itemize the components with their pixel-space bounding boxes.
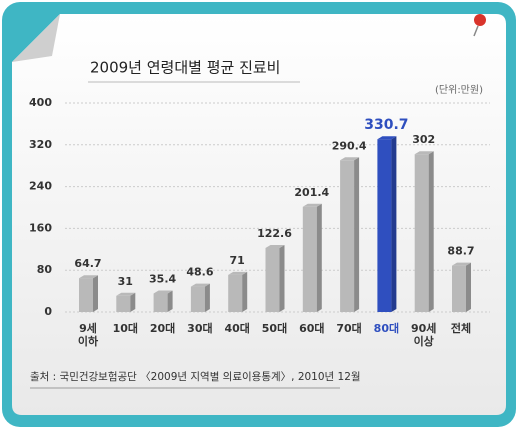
bar-face — [452, 265, 466, 312]
y-tick-label: 320 — [29, 138, 52, 151]
bar-face — [428, 151, 434, 312]
bar — [414, 151, 434, 312]
bar — [452, 262, 471, 312]
bar — [302, 203, 322, 312]
bar-face — [190, 286, 205, 312]
value-label: 201.4 — [294, 186, 329, 199]
bar-face — [153, 290, 173, 294]
y-tick-label: 240 — [29, 180, 52, 193]
value-label: 64.7 — [74, 257, 101, 270]
bar — [79, 275, 98, 312]
y-tick-label: 80 — [37, 263, 53, 276]
bar-face — [340, 160, 355, 312]
x-tick-label: 30대 — [187, 322, 213, 335]
x-tick-label: 10대 — [112, 322, 139, 335]
source: 출처 : 국민건강보험공단 〈2009년 지역별 의료이용통계〉, 2010년 … — [30, 371, 361, 383]
bar-face — [391, 136, 397, 312]
bar-face — [414, 154, 429, 312]
bar-face — [79, 275, 98, 279]
value-label: 48.6 — [186, 266, 213, 279]
x-tick-label: 70대 — [336, 322, 362, 335]
bar-face — [190, 283, 210, 287]
bar-face — [414, 151, 434, 155]
bar-face — [340, 157, 360, 161]
bar-face — [466, 262, 471, 312]
y-tick-label: 160 — [29, 221, 52, 234]
bar-face — [302, 203, 322, 207]
bar-face — [116, 295, 131, 312]
bar — [153, 290, 173, 312]
bar-face — [279, 244, 285, 312]
bar-face — [354, 157, 360, 312]
bar-face — [265, 244, 285, 248]
value-label: 290.4 — [332, 139, 367, 152]
value-label: 71 — [230, 254, 245, 267]
pin — [474, 14, 486, 26]
value-label: 302 — [412, 133, 435, 146]
fold — [12, 14, 60, 62]
bar-face — [228, 274, 243, 312]
bar-face — [130, 292, 136, 312]
bar-face — [228, 271, 248, 275]
x-tick-label: 80대 — [373, 322, 400, 335]
bar — [116, 292, 136, 312]
x-tick-label: 9세 이하 — [77, 322, 99, 348]
bar — [228, 271, 248, 312]
x-tick-label: 50대 — [261, 322, 288, 335]
chart-title: 2009년 연령대별 평균 진료비 — [90, 59, 280, 77]
bar-face — [302, 206, 317, 312]
bar — [265, 244, 285, 312]
bar-face — [153, 293, 168, 312]
unit-label: (단위:만원) — [435, 83, 483, 96]
card — [12, 14, 506, 415]
pin-needle — [473, 25, 479, 37]
value-label: 35.4 — [149, 273, 176, 286]
bar-face — [377, 139, 392, 312]
bar-face — [242, 271, 248, 312]
x-tick-label: 90세 이상 — [410, 322, 437, 348]
bar-face — [452, 262, 471, 266]
bar — [340, 157, 360, 312]
value-label: 31 — [118, 275, 133, 288]
bar — [190, 283, 210, 312]
bar-face — [79, 278, 93, 312]
bar-face — [167, 290, 173, 312]
y-tick-label: 0 — [44, 305, 52, 318]
x-tick-label: 60대 — [299, 322, 325, 335]
bar-face — [93, 275, 98, 312]
bar — [377, 136, 397, 312]
value-label: 88.7 — [447, 245, 474, 258]
y-tick-label: 400 — [29, 96, 52, 109]
bar-face — [204, 283, 210, 312]
bar-face — [316, 203, 322, 312]
x-tick-label: 20대 — [149, 322, 176, 335]
value-label: 330.7 — [364, 117, 408, 133]
bar-face — [377, 136, 397, 140]
bar-face — [116, 292, 136, 296]
value-label: 122.6 — [257, 227, 292, 240]
bar-face — [265, 247, 280, 312]
x-tick-label: 전체 — [450, 322, 472, 335]
x-tick-label: 40대 — [224, 322, 250, 335]
